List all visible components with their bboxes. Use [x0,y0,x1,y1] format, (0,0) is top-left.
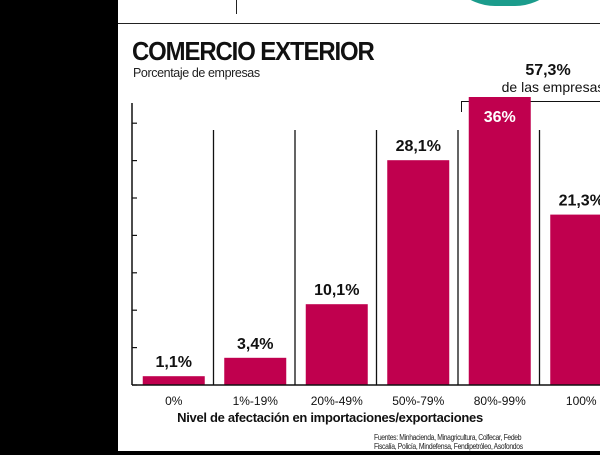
chart-subtitle: Porcentaje de empresas [133,66,260,80]
bar-value-label: 28,1% [396,138,441,155]
teal-graphic [443,0,567,6]
chart-title: COMERCIO EXTERIOR [132,36,375,66]
bar [224,357,287,385]
bar-value-label: 36% [484,109,516,126]
source-line-2: Fiscalía, Policía, Mindefensa, Fendipetr… [374,442,523,451]
bar [468,97,531,385]
source-line-1: Fuentes: Minhacienda, Minagricultura, Co… [374,433,522,442]
top-rule [118,23,600,24]
x-axis-title: Nivel de afectación en importaciones/exp… [177,410,483,425]
top-tick [236,0,237,14]
x-tick-label: 1%-19% [233,394,279,408]
bar [550,214,600,385]
bar-value-label: 21,3% [559,193,600,210]
bar-value-label: 10,1% [314,282,359,299]
x-tick-label: 20%-49% [311,394,363,408]
group-annotation-text: de las empresas [501,79,600,95]
bar-value-label: 3,4% [237,336,273,353]
bar [142,376,205,385]
bar-value-label: 1,1% [156,354,192,371]
source-note: Fuentes: Minhacienda, Minagricultura, Co… [374,433,523,451]
chart-panel: COMERCIO EXTERIOR Porcentaje de empresas… [118,0,600,451]
bar [387,160,450,385]
bar [305,304,368,385]
bar-chart: 1,1% 0% 3,4% 1%-19% 10,1% 20%-49% 28,1% 50%-79%… [131,97,600,408]
x-tick-label: 100% [566,394,597,408]
group-annotation-value: 57,3% [525,62,571,79]
x-tick-label: 80%-99% [474,394,526,408]
x-tick-label: 50%-79% [392,394,444,408]
x-tick-label: 0% [165,394,183,408]
